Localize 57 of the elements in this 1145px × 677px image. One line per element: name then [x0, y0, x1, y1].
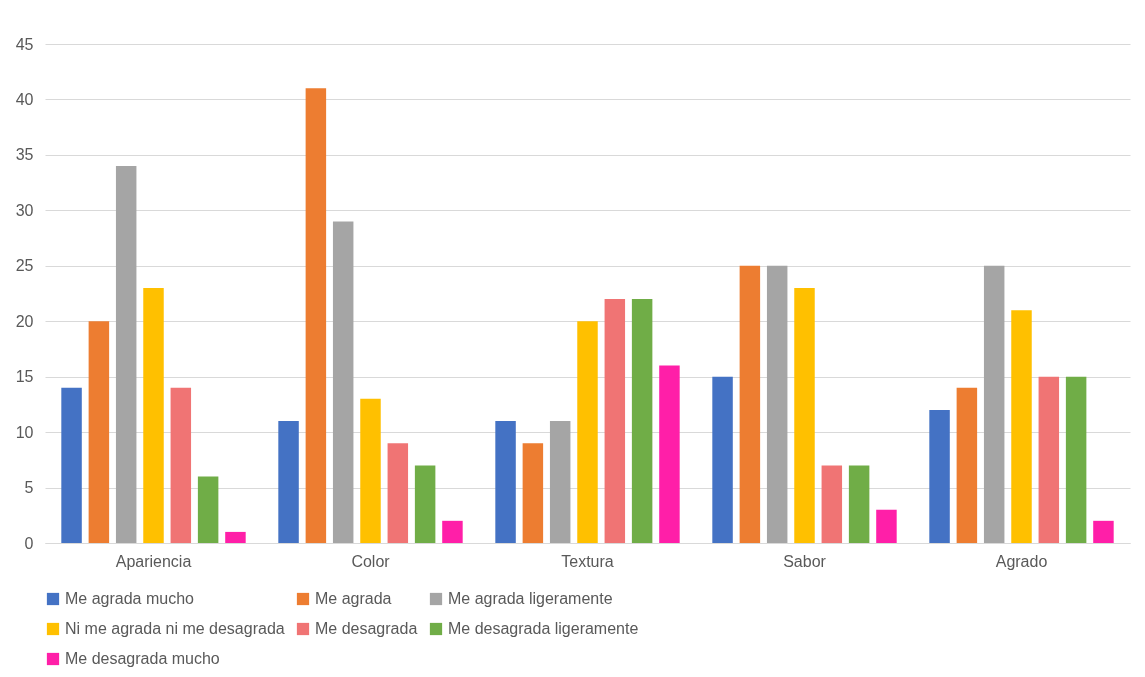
- bar: [278, 421, 299, 543]
- y-tick-label: 15: [15, 368, 34, 386]
- bar: [495, 421, 516, 543]
- legend-label: Me agrada: [315, 590, 392, 607]
- bar: [88, 321, 110, 543]
- bar: [1011, 310, 1032, 543]
- bar: [848, 465, 870, 543]
- y-tick-label: 40: [15, 90, 34, 108]
- bar: [332, 221, 354, 543]
- bar: [197, 476, 219, 543]
- bar: [442, 520, 463, 543]
- bar: [414, 465, 436, 543]
- bar: [794, 287, 815, 543]
- bar: [1065, 376, 1087, 543]
- bar: [143, 287, 164, 543]
- y-tick-label: 5: [24, 479, 34, 497]
- bar: [659, 365, 680, 543]
- bar: [1038, 376, 1060, 543]
- bar: [876, 509, 897, 543]
- bar: [631, 299, 653, 543]
- x-tick-label: Apariencia: [115, 552, 192, 570]
- bar: [983, 265, 1005, 543]
- bar: [170, 387, 192, 543]
- bar: [577, 321, 598, 543]
- bar: [522, 443, 544, 543]
- bar: [1093, 520, 1114, 543]
- bar: [739, 265, 761, 543]
- y-tick-label: 10: [15, 423, 34, 441]
- legend-label: Me desagrada mucho: [65, 650, 220, 667]
- y-tick-label: 20: [15, 312, 34, 330]
- bar: [549, 421, 571, 543]
- x-tick-label: Color: [351, 552, 391, 570]
- bar: [61, 387, 82, 543]
- x-tick-label: Agrado: [995, 552, 1048, 570]
- y-tick-label: 25: [15, 257, 34, 275]
- bar: [360, 398, 381, 543]
- bar: [604, 299, 626, 543]
- y-tick-label: 30: [15, 201, 34, 219]
- bar: [712, 376, 733, 543]
- y-tick-label: 45: [15, 35, 34, 53]
- x-tick-label: Textura: [561, 552, 614, 570]
- bar: [305, 88, 327, 543]
- legend-label: Me desagrada: [315, 620, 418, 637]
- legend-label: Ni me agrada ni me desagrada: [65, 620, 285, 637]
- bar: [929, 409, 950, 543]
- y-tick-label: 0: [24, 534, 34, 552]
- legend-label: Me agrada ligeramente: [448, 590, 613, 607]
- bar: [956, 387, 978, 543]
- bar: [225, 531, 246, 543]
- legend-label: Me agrada mucho: [65, 590, 195, 607]
- legend-label: Me desagrada ligeramente: [448, 620, 639, 637]
- x-tick-label: Sabor: [783, 552, 827, 570]
- bar: [766, 265, 788, 543]
- bar: [821, 465, 843, 543]
- y-tick-label: 35: [15, 146, 34, 164]
- bar: [115, 165, 137, 543]
- bar: [387, 443, 409, 543]
